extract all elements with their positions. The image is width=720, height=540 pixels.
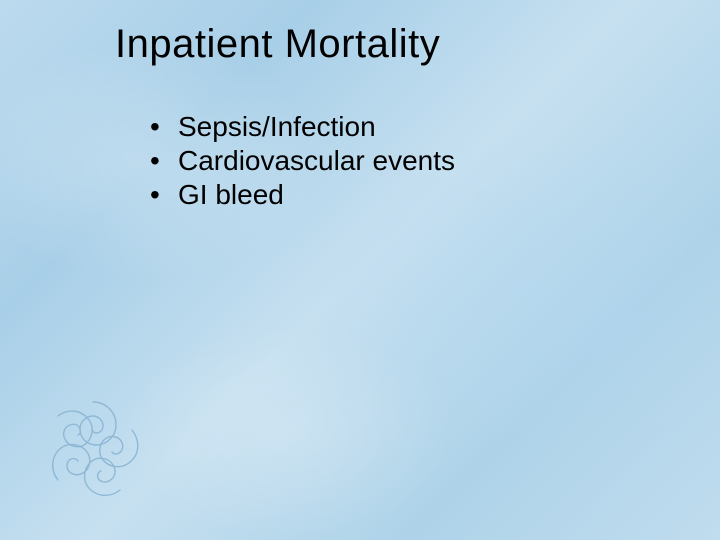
- bullet-list: Sepsis/Infection Cardiovascular events G…: [150, 110, 455, 212]
- slide: Inpatient Mortality Sepsis/Infection Car…: [0, 0, 720, 540]
- spiral-icon: [28, 382, 158, 512]
- slide-title: Inpatient Mortality: [115, 22, 440, 67]
- bullet-item: Cardiovascular events: [150, 144, 455, 178]
- bullet-item: GI bleed: [150, 178, 455, 212]
- bullet-item: Sepsis/Infection: [150, 110, 455, 144]
